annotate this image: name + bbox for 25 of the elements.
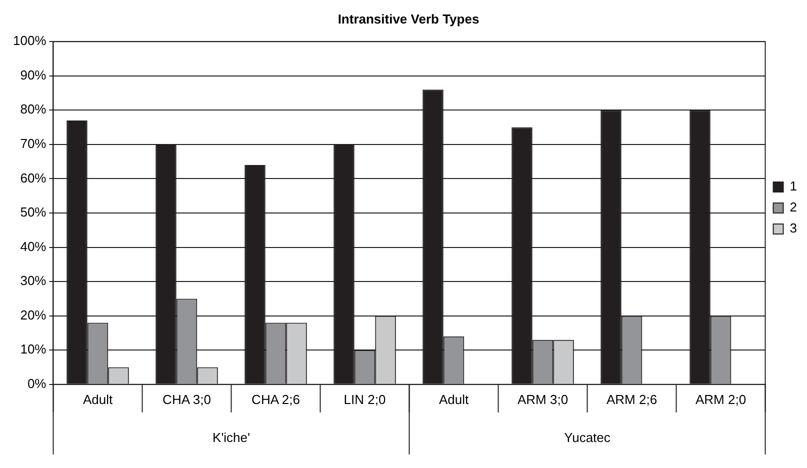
legend-label: 1 (790, 178, 798, 194)
text: K'iche' (212, 430, 250, 445)
x-tick-label: LIN 2;0 (344, 392, 386, 407)
y-tick-label: 70% (20, 136, 47, 152)
y-tick-label: 90% (20, 67, 47, 82)
y-tick-label: 100% (13, 33, 47, 48)
chart-title: Intransitive Verb Types (338, 11, 480, 26)
y-tick-label: 60% (20, 170, 47, 186)
x-tick-label: CHA 3;0 (162, 392, 211, 407)
x-tick-label: ARM 2;6 (606, 392, 658, 407)
x-tick-label: ARM 3;0 (517, 392, 568, 407)
x-tick-label: ARM 2;0 (695, 392, 746, 407)
y-tick-label: 20% (20, 307, 47, 322)
y-tick-label: 50% (20, 204, 47, 220)
y-tick-label: 0% (27, 376, 47, 391)
legend-label: 3 (790, 220, 798, 236)
x-tick-label: Adult (438, 392, 469, 407)
y-tick-label: 40% (20, 238, 47, 254)
x-tick-label: CHA 2;6 (252, 392, 300, 407)
y-tick-label: 30% (20, 273, 47, 288)
x-tick-label: Adult (82, 392, 113, 407)
y-tick-label: 80% (20, 102, 47, 117)
y-tick-label: 10% (20, 342, 47, 357)
legend-label: 2 (790, 200, 798, 215)
text: Yucatec (564, 430, 611, 445)
